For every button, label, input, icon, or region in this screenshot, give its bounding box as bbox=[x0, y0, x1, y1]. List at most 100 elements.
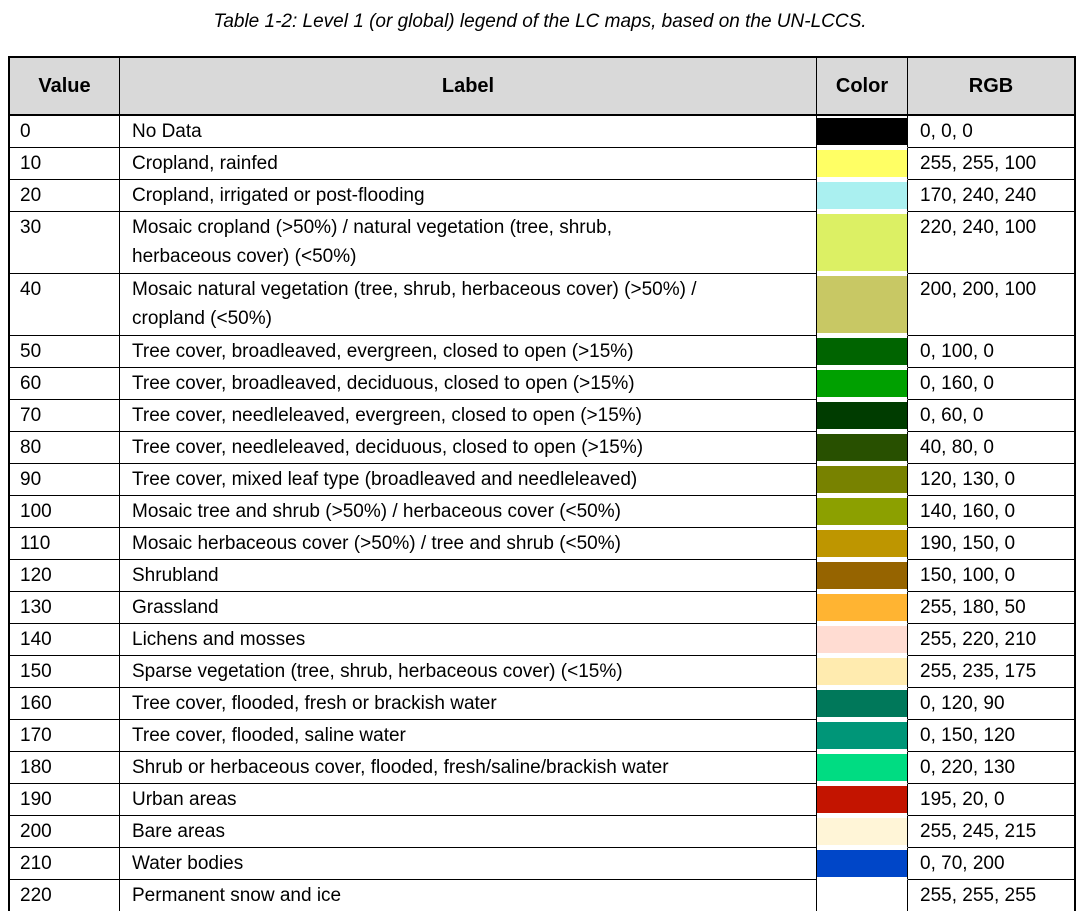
table-row: 60 Tree cover, broadleaved, deciduous, c… bbox=[10, 368, 1074, 400]
label-cell: Mosaic cropland (>50%) / natural vegetat… bbox=[120, 212, 817, 274]
table-row: 190 Urban areas 195, 20, 0 bbox=[10, 784, 1074, 816]
value-cell: 0 bbox=[10, 116, 120, 148]
color-swatch bbox=[817, 722, 907, 749]
label-cell: Tree cover, broadleaved, deciduous, clos… bbox=[120, 368, 817, 400]
label-cell: Lichens and mosses bbox=[120, 624, 817, 656]
color-swatch bbox=[817, 690, 907, 717]
value-cell: 190 bbox=[10, 784, 120, 816]
label-cell: Bare areas bbox=[120, 816, 817, 848]
value-cell: 170 bbox=[10, 720, 120, 752]
rgb-cell: 195, 20, 0 bbox=[908, 784, 1074, 816]
color-swatch-cell bbox=[817, 464, 908, 496]
label-cell: Urban areas bbox=[120, 784, 817, 816]
value-cell: 140 bbox=[10, 624, 120, 656]
color-swatch bbox=[817, 658, 907, 685]
color-swatch-cell bbox=[817, 528, 908, 560]
table-row: 150 Sparse vegetation (tree, shrub, herb… bbox=[10, 656, 1074, 688]
table-row: 40 Mosaic natural vegetation (tree, shru… bbox=[10, 274, 1074, 336]
table-row: 200 Bare areas 255, 245, 215 bbox=[10, 816, 1074, 848]
color-swatch bbox=[817, 434, 907, 461]
label-cell: Tree cover, mixed leaf type (broadleaved… bbox=[120, 464, 817, 496]
header-row: Value Label Color RGB bbox=[10, 58, 1074, 116]
color-swatch-cell bbox=[817, 880, 908, 911]
rgb-cell: 255, 245, 215 bbox=[908, 816, 1074, 848]
value-cell: 30 bbox=[10, 212, 120, 274]
rgb-cell: 0, 150, 120 bbox=[908, 720, 1074, 752]
table-caption: Table 1-2: Level 1 (or global) legend of… bbox=[213, 11, 867, 32]
label-cell: Water bodies bbox=[120, 848, 817, 880]
color-swatch bbox=[817, 786, 907, 813]
rgb-cell: 170, 240, 240 bbox=[908, 180, 1074, 212]
header-color: Color bbox=[817, 58, 908, 116]
value-cell: 80 bbox=[10, 432, 120, 464]
value-cell: 110 bbox=[10, 528, 120, 560]
label-cell: Grassland bbox=[120, 592, 817, 624]
table-row: 100 Mosaic tree and shrub (>50%) / herba… bbox=[10, 496, 1074, 528]
rgb-cell: 150, 100, 0 bbox=[908, 560, 1074, 592]
value-cell: 60 bbox=[10, 368, 120, 400]
color-swatch bbox=[817, 182, 907, 209]
header-value: Value bbox=[10, 58, 120, 116]
header-rgb: RGB bbox=[908, 58, 1074, 116]
color-swatch bbox=[817, 402, 907, 429]
color-swatch bbox=[817, 214, 907, 271]
value-cell: 10 bbox=[10, 148, 120, 180]
color-swatch-cell bbox=[817, 274, 908, 336]
color-swatch bbox=[817, 466, 907, 493]
label-cell: Tree cover, flooded, saline water bbox=[120, 720, 817, 752]
color-swatch bbox=[817, 882, 907, 910]
label-cell: Shrub or herbaceous cover, flooded, fres… bbox=[120, 752, 817, 784]
table-row: 20 Cropland, irrigated or post-flooding … bbox=[10, 180, 1074, 212]
table-row: 70 Tree cover, needleleaved, evergreen, … bbox=[10, 400, 1074, 432]
value-cell: 120 bbox=[10, 560, 120, 592]
table-row: 130 Grassland 255, 180, 50 bbox=[10, 592, 1074, 624]
rgb-cell: 190, 150, 0 bbox=[908, 528, 1074, 560]
table-row: 30 Mosaic cropland (>50%) / natural vege… bbox=[10, 212, 1074, 274]
rgb-cell: 200, 200, 100 bbox=[908, 274, 1074, 336]
label-cell: Shrubland bbox=[120, 560, 817, 592]
color-swatch-cell bbox=[817, 368, 908, 400]
table-row: 160 Tree cover, flooded, fresh or bracki… bbox=[10, 688, 1074, 720]
color-swatch-cell bbox=[817, 400, 908, 432]
rgb-cell: 140, 160, 0 bbox=[908, 496, 1074, 528]
rgb-cell: 0, 70, 200 bbox=[908, 848, 1074, 880]
label-cell: Cropland, rainfed bbox=[120, 148, 817, 180]
rgb-cell: 0, 120, 90 bbox=[908, 688, 1074, 720]
color-swatch bbox=[817, 498, 907, 525]
color-swatch-cell bbox=[817, 752, 908, 784]
rgb-cell: 255, 235, 175 bbox=[908, 656, 1074, 688]
label-cell: No Data bbox=[120, 116, 817, 148]
value-cell: 50 bbox=[10, 336, 120, 368]
color-swatch-cell bbox=[817, 816, 908, 848]
value-cell: 200 bbox=[10, 816, 120, 848]
color-swatch-cell bbox=[817, 336, 908, 368]
label-cell: Tree cover, needleleaved, deciduous, clo… bbox=[120, 432, 817, 464]
value-cell: 70 bbox=[10, 400, 120, 432]
legend-table: Value Label Color RGB 0 No Data 0, 0, 0 … bbox=[8, 56, 1076, 911]
table-row: 220 Permanent snow and ice 255, 255, 255 bbox=[10, 880, 1074, 911]
label-cell: Tree cover, flooded, fresh or brackish w… bbox=[120, 688, 817, 720]
value-cell: 160 bbox=[10, 688, 120, 720]
rgb-cell: 0, 60, 0 bbox=[908, 400, 1074, 432]
value-cell: 100 bbox=[10, 496, 120, 528]
color-swatch bbox=[817, 370, 907, 397]
table-row: 50 Tree cover, broadleaved, evergreen, c… bbox=[10, 336, 1074, 368]
color-swatch bbox=[817, 850, 907, 877]
value-cell: 20 bbox=[10, 180, 120, 212]
table-row: 170 Tree cover, flooded, saline water 0,… bbox=[10, 720, 1074, 752]
label-cell: Sparse vegetation (tree, shrub, herbaceo… bbox=[120, 656, 817, 688]
value-cell: 180 bbox=[10, 752, 120, 784]
rgb-cell: 255, 220, 210 bbox=[908, 624, 1074, 656]
color-swatch-cell bbox=[817, 784, 908, 816]
color-swatch-cell bbox=[817, 148, 908, 180]
rgb-cell: 255, 255, 255 bbox=[920, 885, 1037, 906]
table-row: 210 Water bodies 0, 70, 200 bbox=[10, 848, 1074, 880]
label-cell: Tree cover, needleleaved, evergreen, clo… bbox=[120, 400, 817, 432]
table-row: 110 Mosaic herbaceous cover (>50%) / tre… bbox=[10, 528, 1074, 560]
table-row: 0 No Data 0, 0, 0 bbox=[10, 116, 1074, 148]
color-swatch-cell bbox=[817, 560, 908, 592]
color-swatch-cell bbox=[817, 592, 908, 624]
color-swatch bbox=[817, 338, 907, 365]
rgb-cell: 255, 180, 50 bbox=[908, 592, 1074, 624]
